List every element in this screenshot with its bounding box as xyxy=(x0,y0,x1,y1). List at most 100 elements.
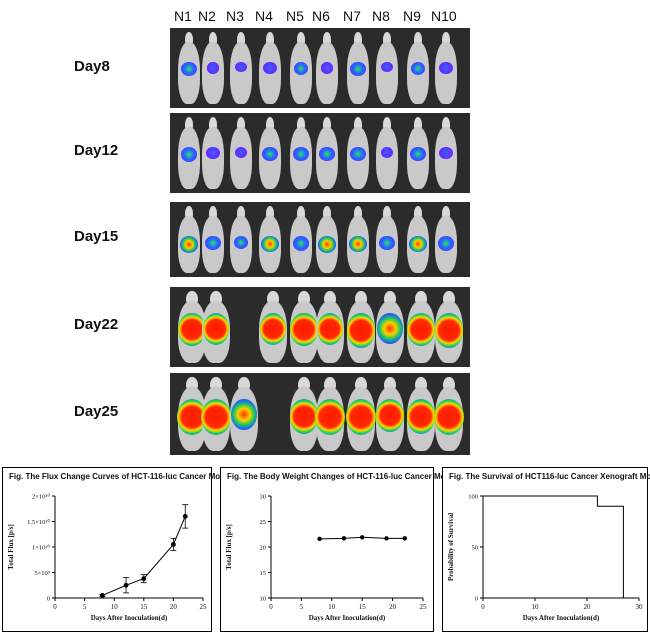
mouse-image xyxy=(178,206,200,273)
mouse-image xyxy=(376,206,398,273)
mouse-image xyxy=(230,377,258,451)
y-tick-label: 0 xyxy=(47,596,50,603)
bioluminescence-signal xyxy=(206,147,220,160)
mouse-image xyxy=(376,291,404,363)
flux-chart: 0 5 10 15 20 25 0 5×10⁹ 1×10¹⁰ 1.5×10¹⁰ 2×10¹⁰ Days… xyxy=(7,493,208,623)
y-tick-label: 0 xyxy=(475,596,478,603)
day-label: Day12 xyxy=(74,142,119,159)
mouse-image xyxy=(178,117,200,189)
bioluminescence-signal xyxy=(231,399,257,430)
column-label: N9 xyxy=(403,8,421,24)
y-tick-label: 15 xyxy=(260,570,267,577)
bioluminescence-signal xyxy=(410,147,426,161)
mouse-image xyxy=(435,206,457,273)
imaging-strip xyxy=(170,373,470,455)
y-tick-label: 50 xyxy=(472,545,479,552)
y-tick-label: 2×10¹⁰ xyxy=(32,493,50,501)
mouse-image xyxy=(202,291,230,363)
y-tick-label: 5×10⁹ xyxy=(34,570,50,577)
x-tick-label: 25 xyxy=(420,603,428,611)
data-point xyxy=(171,542,176,547)
bioluminescence-signal xyxy=(263,62,277,75)
bioluminescence-signal xyxy=(206,62,220,74)
x-tick-label: 10 xyxy=(111,603,119,611)
bioluminescence-signal xyxy=(261,236,279,252)
bioluminescence-signal xyxy=(434,399,464,435)
bioluminescence-signal xyxy=(437,236,455,252)
flux-chart-panel: Fig. The Flux Change Curves of HCT-116-l… xyxy=(2,467,232,632)
flux-chart-title: Fig. The Flux Change Curves of HCT-116-l… xyxy=(9,472,232,481)
mouse-image xyxy=(407,206,429,273)
column-label: N1 xyxy=(174,8,192,24)
data-point xyxy=(123,582,129,588)
mouse-image xyxy=(290,206,312,273)
y-tick-label: 1×10¹⁰ xyxy=(32,544,50,552)
mouse-image xyxy=(315,377,345,451)
x-tick-label: 30 xyxy=(636,603,644,611)
mouse-image xyxy=(230,117,252,189)
x-tick-label: 25 xyxy=(200,603,208,611)
x-tick-label: 15 xyxy=(359,603,367,611)
mouse-image xyxy=(407,32,429,104)
x-tick-label: 10 xyxy=(328,603,336,611)
column-label: N4 xyxy=(255,8,273,24)
mouse-image xyxy=(407,291,435,363)
bioluminescence-signal xyxy=(201,399,231,435)
data-point xyxy=(402,536,407,541)
bioluminescence-signal xyxy=(289,399,319,434)
bioluminescence-signal xyxy=(293,62,309,75)
mouse-image xyxy=(347,32,369,104)
y-axis-label: Probability of Survival xyxy=(447,513,455,581)
mouse-image xyxy=(347,206,369,273)
bioluminescence-signal xyxy=(178,313,206,347)
bioluminescence-signal xyxy=(317,236,337,253)
mouse-image xyxy=(230,206,252,273)
bioluminescence-signal xyxy=(315,399,345,435)
bioluminescence-signal xyxy=(181,62,197,77)
mouse-image xyxy=(202,206,224,273)
bioluminescence-signal xyxy=(180,147,198,163)
x-tick-label: 5 xyxy=(300,603,304,611)
x-axis-label: Days After Inoculation(d) xyxy=(523,614,600,622)
y-tick-label: 25 xyxy=(260,519,267,526)
mouse-image xyxy=(316,291,344,363)
bioluminescence-signal xyxy=(407,313,435,347)
mouse-image xyxy=(435,117,457,189)
column-label: N3 xyxy=(226,8,244,24)
survival-step-line xyxy=(483,495,624,598)
day-label: Day25 xyxy=(74,403,119,420)
column-label: N7 xyxy=(343,8,361,24)
mouse-image xyxy=(290,291,318,363)
bioluminescence-signal xyxy=(293,147,309,162)
data-point xyxy=(341,536,347,541)
mouse-image xyxy=(434,291,464,363)
mouse-image xyxy=(407,117,429,189)
x-tick-label: 10 xyxy=(532,603,540,611)
bioluminescence-signal xyxy=(202,313,230,346)
bioluminescence-signal xyxy=(350,147,366,162)
bioluminescence-signal xyxy=(410,62,426,75)
data-point xyxy=(141,576,147,582)
bioluminescence-signal xyxy=(319,147,335,161)
day-label: Day15 xyxy=(74,228,119,245)
data-point xyxy=(384,536,389,541)
mouse-image xyxy=(346,291,376,363)
bioluminescence-signal xyxy=(379,236,395,250)
bioluminescence-signal xyxy=(205,236,221,251)
survival-chart-title: Fig. The Survival of HCT116-luc Cancer X… xyxy=(449,472,650,481)
x-tick-label: 5 xyxy=(83,603,87,611)
bioluminescence-signal xyxy=(381,62,393,73)
weight-chart-panel: Fig. The Body Weight Changes of HCT-116-… xyxy=(220,467,457,632)
mouse-image xyxy=(202,32,224,104)
bioluminescence-signal xyxy=(259,313,287,346)
mouse-image xyxy=(290,117,312,189)
bioluminescence-signal xyxy=(439,147,453,160)
x-tick-label: 15 xyxy=(140,603,148,611)
y-tick-label: 30 xyxy=(260,494,267,501)
bioluminescence-signal xyxy=(350,62,366,76)
y-axis-label: Total Flux [p/s] xyxy=(225,524,233,570)
x-tick-label: 20 xyxy=(170,603,178,611)
bioluminescence-signal xyxy=(262,147,278,161)
data-point xyxy=(360,535,365,540)
mouse-image xyxy=(202,117,224,189)
